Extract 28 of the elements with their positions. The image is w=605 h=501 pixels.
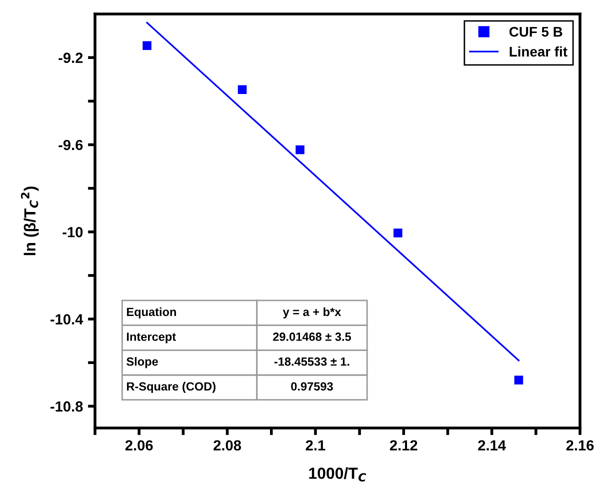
legend-label: CUF 5 B	[509, 26, 562, 37]
x-tick-label: 2.12	[390, 440, 418, 450]
annotation: Equation	[126, 307, 176, 318]
x-axis-title: 1000/T$_{C}$	[309, 467, 366, 482]
annotation: R-Square (COD)	[126, 382, 216, 393]
annotation: -18.45533 ± 1.	[274, 357, 350, 366]
point	[514, 376, 524, 384]
annotation: 0.97593	[291, 382, 333, 391]
annotation: Slope	[126, 357, 158, 368]
point	[238, 85, 247, 94]
annotation: y = a + b*x	[282, 307, 342, 318]
y-tick-label: -9.2	[58, 52, 83, 64]
annotation: Intercept	[126, 332, 176, 344]
x-tick-label: 2.06	[125, 440, 153, 451]
point	[394, 228, 402, 238]
y-tick-label: -10	[62, 226, 83, 238]
y-tick-label: -10.4	[50, 314, 84, 324]
x-tick-label: 2.1	[306, 440, 326, 450]
annotation: 29.01468 ± 3.5	[273, 332, 351, 341]
point	[296, 145, 304, 154]
x-tick-label: 2.16	[566, 440, 594, 451]
y-tick-label: -9.6	[58, 140, 83, 150]
y-axis-title: ln (β/T$_{C}$$^{2}$)	[20, 186, 39, 256]
legend-label: Linear fit	[510, 46, 568, 57]
point	[142, 41, 152, 50]
x-tick-label: 2.08	[214, 440, 242, 451]
x-tick-label: 2.14	[478, 440, 506, 450]
y-tick-label: -10.8	[50, 401, 83, 412]
